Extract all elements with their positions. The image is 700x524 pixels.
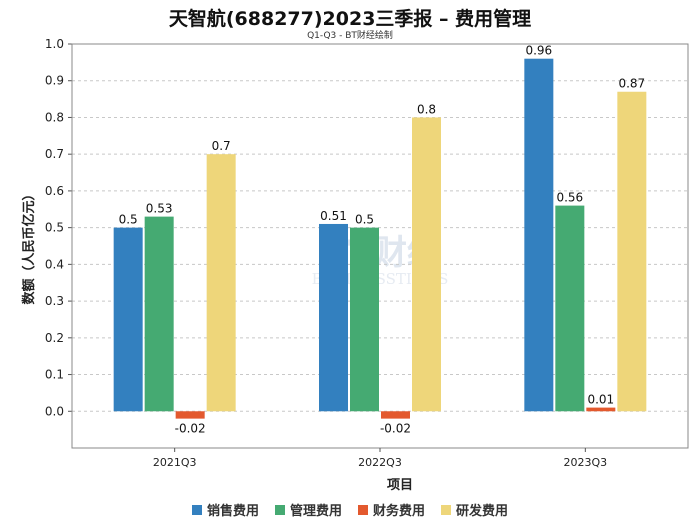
y-tick-label: 0.9	[45, 74, 64, 88]
bar	[144, 216, 174, 412]
data-label: -0.02	[380, 422, 411, 436]
y-axis-label: 数额（人民币亿元）	[21, 187, 37, 304]
data-label: 0.5	[119, 213, 138, 227]
bar	[555, 205, 585, 412]
data-label: 0.01	[587, 393, 614, 407]
bar	[113, 227, 143, 412]
legend-item: 销售费用	[191, 500, 259, 519]
x-axis-label: 项目	[387, 478, 413, 493]
legend-swatch	[191, 504, 202, 515]
data-label: 0.8	[417, 102, 436, 116]
bars	[113, 58, 647, 419]
bar	[350, 227, 379, 412]
y-tick-label: 1.0	[45, 37, 64, 51]
data-label: 0.7	[212, 139, 231, 153]
legend-item: 管理费用	[274, 500, 342, 519]
axes: 0.0 0.1 0.2 0.3 0.4 0.5 0.6 0.7 0.8 0.9 1.0 2021Q3 2…	[21, 37, 689, 493]
data-label: 0.96	[525, 44, 552, 58]
y-tick-label: 0.4	[45, 257, 64, 271]
y-tick-label: 0.3	[45, 294, 64, 308]
y-tick-label: 0.0	[45, 404, 64, 418]
bar	[412, 117, 441, 412]
y-tick-label: 0.2	[45, 331, 64, 345]
bar	[175, 411, 205, 419]
bar	[586, 407, 616, 412]
legend-label: 研发费用	[456, 504, 509, 519]
legend-label: 管理费用	[289, 504, 342, 519]
data-label: 0.56	[556, 191, 583, 205]
legend-label: 销售费用	[206, 504, 259, 519]
legend-label: 财务费用	[373, 504, 426, 519]
data-label: 0.87	[618, 77, 645, 91]
data-labels: 0.5 0.53 -0.02 0.7 0.51 0.5 -0.02 0.8 0.96 0.56 0.…	[119, 44, 646, 436]
x-tick-label: 2021Q3	[153, 456, 197, 469]
data-label: 0.5	[355, 213, 374, 227]
data-label: 0.53	[146, 202, 173, 216]
chart-subtitle: Q1-Q3 - BT财经绘制	[307, 31, 393, 41]
bar	[617, 91, 647, 412]
y-tick-label: 0.7	[45, 147, 64, 161]
data-label: -0.02	[175, 422, 206, 436]
bar	[206, 154, 236, 412]
x-tick-label: 2023Q3	[564, 456, 608, 469]
bar	[524, 58, 554, 412]
data-label: 0.51	[320, 209, 347, 223]
legend-swatch	[358, 504, 368, 515]
legend: 销售费用 管理费用 财务费用 研发费用	[0, 500, 700, 519]
legend-swatch	[274, 504, 285, 515]
y-tick-label: 0.5	[45, 221, 64, 235]
bar	[381, 411, 410, 419]
y-tick-label: 0.8	[45, 110, 64, 124]
x-tick-label: 2022Q3	[358, 456, 402, 469]
chart-title: 天智航(688277)2023三季报 – 费用管理	[168, 8, 532, 30]
legend-item: 研发费用	[441, 500, 508, 519]
y-tick-label: 0.1	[45, 368, 64, 382]
legend-item: 财务费用	[358, 500, 425, 519]
legend-swatch	[441, 504, 452, 515]
bar	[319, 223, 348, 412]
y-tick-label: 0.6	[45, 184, 64, 198]
